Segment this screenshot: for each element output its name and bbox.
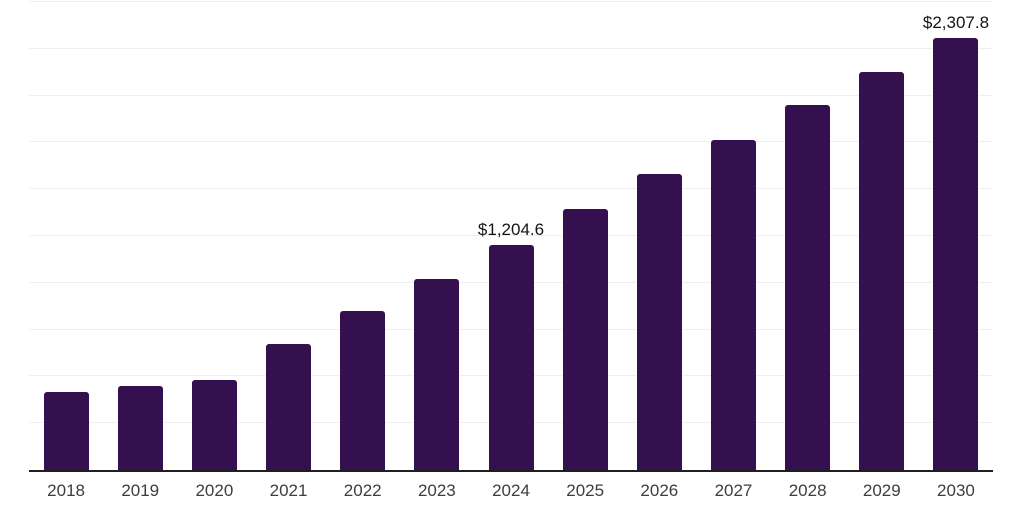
bar-slot-2023 [400, 2, 474, 470]
bar-2020 [191, 380, 237, 470]
bar-2027 [710, 140, 756, 470]
bar-2022 [340, 311, 386, 470]
bar-2021 [266, 343, 312, 470]
plot-area: $1,204.6 $2,307.8 [29, 1, 993, 472]
bar-slot-2027 [696, 2, 770, 470]
x-tick-2018: 2018 [47, 481, 85, 500]
bar-2019 [117, 385, 163, 470]
bar-2023 [414, 278, 460, 470]
x-tick-2026: 2026 [640, 481, 679, 500]
x-tick-2025: 2025 [566, 481, 605, 500]
x-tick-2020: 2020 [195, 481, 234, 500]
bar-slot-2018 [29, 2, 103, 470]
bar-slot-2021 [251, 2, 325, 470]
x-tick-2029: 2029 [862, 481, 901, 500]
value-label-2030: $2,307.8 [922, 12, 990, 32]
bar-slot-2026 [622, 2, 696, 470]
bar-slot-2025 [548, 2, 622, 470]
x-tick-2023: 2023 [417, 481, 456, 500]
x-tick-2019: 2019 [121, 481, 160, 500]
x-tick-2030: 2030 [937, 481, 975, 500]
bar-slot-2030: $2,307.8 [919, 2, 993, 470]
x-tick-2022: 2022 [343, 481, 382, 500]
bar-slot-2024: $1,204.6 [474, 2, 548, 470]
bar-2024 [488, 244, 534, 470]
bar-2025 [562, 208, 608, 470]
bar-2029 [859, 71, 905, 470]
x-tick-2028: 2028 [788, 481, 827, 500]
bar-slot-2029 [845, 2, 919, 470]
value-label-2024: $1,204.6 [477, 219, 545, 239]
bars-container: $1,204.6 $2,307.8 [29, 2, 993, 470]
bar-2030 [933, 37, 979, 470]
bar-2018 [43, 391, 89, 470]
bar-slot-2020 [177, 2, 251, 470]
x-tick-2027: 2027 [714, 481, 753, 500]
x-tick-2024: 2024 [492, 481, 530, 500]
bar-2028 [785, 104, 831, 470]
x-tick-2021: 2021 [269, 481, 308, 500]
bar-2026 [636, 173, 682, 470]
x-axis-labels: 2018 2019 2020 2021 2022 2023 2024 2025 2026 2027… [29, 481, 993, 501]
bar-slot-2028 [771, 2, 845, 470]
bar-slot-2019 [103, 2, 177, 470]
bar-slot-2022 [326, 2, 400, 470]
